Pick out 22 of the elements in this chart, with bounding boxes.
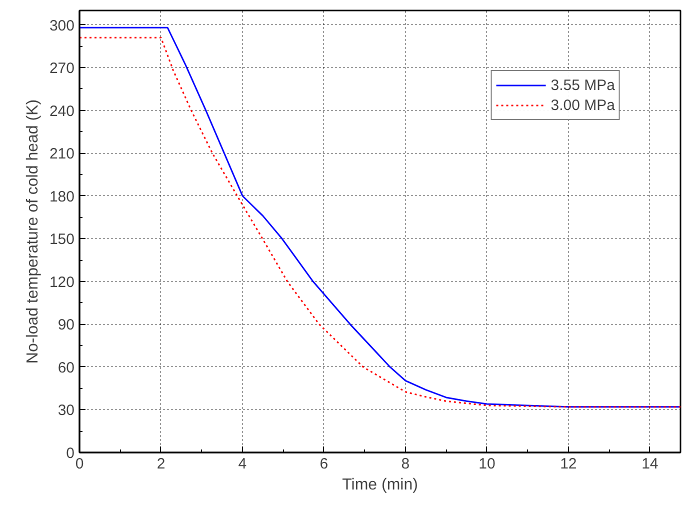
x-axis-title: Time (min) <box>342 476 418 494</box>
x-tick-label: 14 <box>642 456 658 472</box>
x-tick-label: 4 <box>238 456 247 472</box>
y-tick-label: 180 <box>49 188 75 206</box>
y-tick-label: 120 <box>49 274 75 291</box>
y-tick-label: 150 <box>49 231 75 248</box>
y-tick-label: 0 <box>66 445 74 462</box>
y-tick-label: 30 <box>58 402 75 420</box>
x-tick-label: 8 <box>401 456 410 472</box>
legend-label: 3.00 MPa <box>550 96 615 114</box>
x-tick-label: 6 <box>320 456 328 472</box>
x-tick-label: 12 <box>560 456 577 472</box>
y-tick-label: 60 <box>58 359 75 376</box>
x-tick-label: 2 <box>156 456 166 472</box>
y-tick-label: 240 <box>49 102 75 120</box>
legend-label: 3.55 MPa <box>550 76 615 94</box>
y-axis-title: No-load temperature of cold head (K) <box>24 99 42 364</box>
x-tick-label: 10 <box>478 456 496 472</box>
y-tick-label: 270 <box>49 60 75 78</box>
y-tick-label: 210 <box>49 146 75 163</box>
y-tick-label: 300 <box>49 17 75 34</box>
y-tick-label: 90 <box>58 316 75 334</box>
